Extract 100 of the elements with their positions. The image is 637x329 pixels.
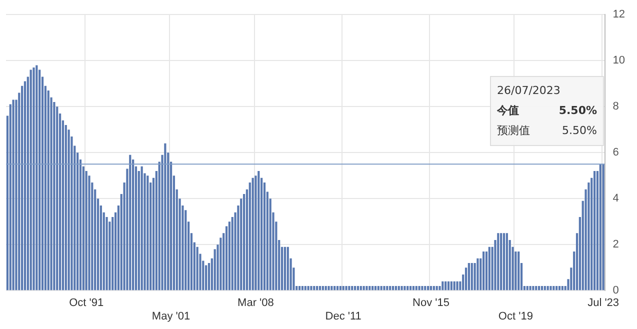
bar xyxy=(258,171,260,290)
x-tick-label: Oct '91 xyxy=(69,297,104,310)
bar xyxy=(550,286,552,290)
bar xyxy=(377,286,380,290)
bar xyxy=(310,286,312,290)
bar xyxy=(506,233,508,290)
x-tick-label: Dec '11 xyxy=(325,310,362,322)
bar xyxy=(354,286,356,290)
bar xyxy=(593,171,596,290)
x-tick-label: Mar '08 xyxy=(238,297,274,310)
bar xyxy=(32,68,35,290)
bar xyxy=(424,286,426,290)
annotation: 26/07/2023 xyxy=(497,83,562,99)
bar xyxy=(392,286,394,290)
bar xyxy=(380,286,382,290)
bar xyxy=(561,286,564,290)
bar xyxy=(196,246,198,290)
bar xyxy=(421,286,424,290)
bar xyxy=(298,286,301,290)
bar xyxy=(404,286,406,290)
bar xyxy=(497,233,500,290)
bar xyxy=(36,65,38,290)
y-tick-label: 10 xyxy=(612,54,626,67)
bar xyxy=(470,263,473,290)
bar xyxy=(389,286,392,290)
bar xyxy=(546,286,549,290)
bar xyxy=(532,286,534,290)
bar xyxy=(556,286,558,290)
bar xyxy=(518,252,520,290)
bar xyxy=(488,246,490,290)
bar xyxy=(366,286,368,290)
bar xyxy=(406,286,409,290)
text: 今值 5.50% xyxy=(497,104,597,117)
y-tick-label: 6 xyxy=(612,146,619,159)
bar xyxy=(362,286,365,290)
bar xyxy=(368,286,371,290)
x-tick-label: May '01 xyxy=(152,310,190,322)
y-tick-label: 2 xyxy=(612,238,619,251)
bar xyxy=(450,281,452,290)
bar xyxy=(442,281,444,290)
bar xyxy=(529,286,532,290)
bar xyxy=(400,286,403,290)
bar xyxy=(436,286,438,290)
bar xyxy=(140,166,143,290)
bar xyxy=(146,176,149,290)
bar xyxy=(468,263,470,290)
bar xyxy=(316,286,318,290)
bar xyxy=(322,286,324,290)
bar xyxy=(252,178,254,290)
bar xyxy=(307,286,310,290)
bar xyxy=(538,286,540,290)
bar xyxy=(345,286,348,290)
bar xyxy=(372,286,374,290)
bar xyxy=(330,286,333,290)
bar xyxy=(447,281,450,290)
bar xyxy=(476,258,479,290)
bar xyxy=(324,286,327,290)
y-tick-label: 0 xyxy=(612,284,619,297)
bar xyxy=(412,286,415,290)
bar xyxy=(427,286,430,290)
y-tick-label: 12 xyxy=(612,8,626,21)
x-tick-label: Oct '19 xyxy=(498,310,533,322)
bar xyxy=(356,286,360,290)
bar xyxy=(599,164,602,290)
bar xyxy=(535,286,538,290)
bar xyxy=(304,286,306,290)
bar xyxy=(313,286,316,290)
bar xyxy=(526,286,528,290)
bar xyxy=(386,286,388,290)
bar xyxy=(301,286,304,290)
x-tick-label: Jul '23 xyxy=(588,297,620,310)
y-tick-label: 8 xyxy=(612,100,619,113)
bar xyxy=(398,286,400,290)
bar xyxy=(351,286,354,290)
x-tick-label: Nov '15 xyxy=(412,297,450,310)
bar xyxy=(342,286,344,290)
bar xyxy=(544,286,546,290)
bar xyxy=(374,286,377,290)
bar xyxy=(540,286,544,290)
bar xyxy=(348,286,350,290)
bar xyxy=(415,286,418,290)
bar xyxy=(30,70,32,290)
bar xyxy=(383,286,386,290)
bar xyxy=(453,281,456,290)
bar xyxy=(432,286,435,290)
bar xyxy=(129,154,132,290)
bar xyxy=(502,233,506,290)
bar xyxy=(602,164,604,290)
bar xyxy=(500,233,502,290)
bar xyxy=(21,86,24,290)
bar xyxy=(12,100,14,290)
bar xyxy=(394,286,397,290)
bar xyxy=(360,286,362,290)
bar xyxy=(286,246,289,290)
text: 预测值 5.50% xyxy=(497,124,597,137)
bar xyxy=(334,286,336,290)
bar xyxy=(164,143,166,290)
bar xyxy=(430,286,432,290)
y-tick-label: 4 xyxy=(612,192,619,205)
bar xyxy=(336,286,339,290)
